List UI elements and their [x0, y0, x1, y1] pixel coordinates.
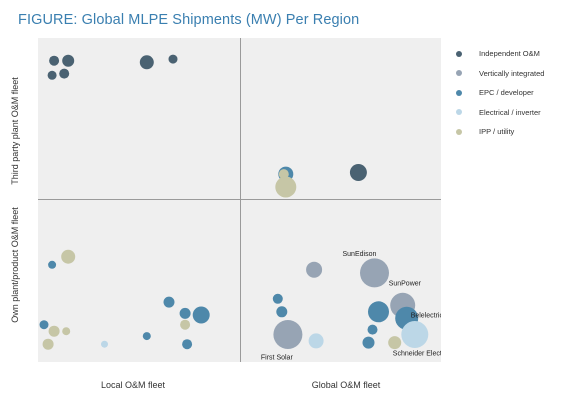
legend-swatch-dot: [456, 109, 462, 115]
bubble-point: [308, 333, 324, 349]
legend-label: Electrical / inverter: [479, 107, 541, 117]
bubble-point: [48, 325, 60, 337]
legend-label: Vertically integrated: [479, 68, 545, 78]
bubble-point: [182, 339, 193, 350]
bubble-point: [49, 55, 60, 66]
chart-title: FIGURE: Global MLPE Shipments (MW) Per R…: [18, 12, 360, 28]
bubble-point: [368, 301, 389, 323]
bubble-layer: SunEdison SunPower Belelectric First Solar S…: [39, 54, 441, 362]
legend-swatch-dot: [456, 50, 462, 57]
y-label-lower: Own plant/product O&M fleet: [10, 207, 20, 323]
bubble-point: [360, 258, 389, 288]
bubble-point: [367, 324, 378, 335]
bubble-data-label: SunPower: [389, 280, 422, 287]
x-label-right: Global O&M fleet: [311, 380, 381, 390]
plot-area: SunEdison SunPower Belelectric First Solar S…: [38, 38, 441, 362]
bubble-point: [62, 327, 71, 336]
vertical-divider: [240, 38, 241, 362]
bubble-point: [101, 340, 108, 348]
bubble-point: [349, 164, 367, 181]
bubble-point: [278, 169, 289, 180]
bubble-point: [163, 296, 175, 308]
bubble-point: [59, 68, 70, 79]
bubble-point: [47, 70, 57, 80]
legend-label: IPP / utility: [479, 127, 515, 136]
legend-label: Independent O&M: [479, 49, 540, 58]
bubble-point: [180, 319, 191, 330]
bubble-point: [388, 336, 402, 350]
bubble-point: [362, 336, 375, 349]
bubble-point: [192, 306, 210, 324]
bubble-point: [275, 176, 297, 198]
bubble-point: [272, 293, 283, 304]
bubble-point: [306, 261, 323, 278]
legend-swatch-dot: [456, 89, 462, 96]
bubble-point: [62, 54, 75, 67]
bubble-data-label: Belelectric: [411, 312, 441, 319]
bubble-data-label: Schneider Electric: [393, 351, 441, 358]
legend-label: EPC / developer: [479, 88, 534, 97]
legend-swatch-dot: [456, 128, 462, 135]
bubble-data-label: SunEdison: [343, 251, 377, 258]
bubble-point: [139, 55, 154, 70]
bubble-point: [48, 260, 57, 269]
bubble-point: [273, 320, 303, 349]
bubble-point: [142, 332, 151, 341]
legend-item-ipp-utility: IPP / utility: [449, 122, 565, 141]
bubble-point: [179, 307, 191, 319]
bubble-point: [61, 249, 76, 264]
bubble-point: [42, 338, 54, 350]
bubble-point: [39, 320, 49, 330]
legend-swatch-dot: [456, 70, 462, 76]
x-label-left: Local O&M fleet: [100, 380, 166, 390]
bubble-data-label: First Solar: [261, 355, 294, 362]
bubble-point: [401, 321, 429, 348]
legend: Independent O&M Vertically integrated EP…: [449, 44, 565, 142]
legend-item-independent: Independent O&M: [449, 44, 565, 63]
y-label-upper: Third party plant O&M fleet: [10, 77, 20, 185]
bubble-point: [276, 306, 288, 318]
legend-item-vertically-integrated: Vertically integrated: [449, 64, 565, 83]
bubble-point: [168, 54, 178, 64]
legend-item-epc-developer: EPC / developer: [449, 83, 565, 102]
legend-item-electrical-inverter: Electrical / inverter: [449, 103, 565, 122]
horizontal-divider: [38, 199, 441, 200]
